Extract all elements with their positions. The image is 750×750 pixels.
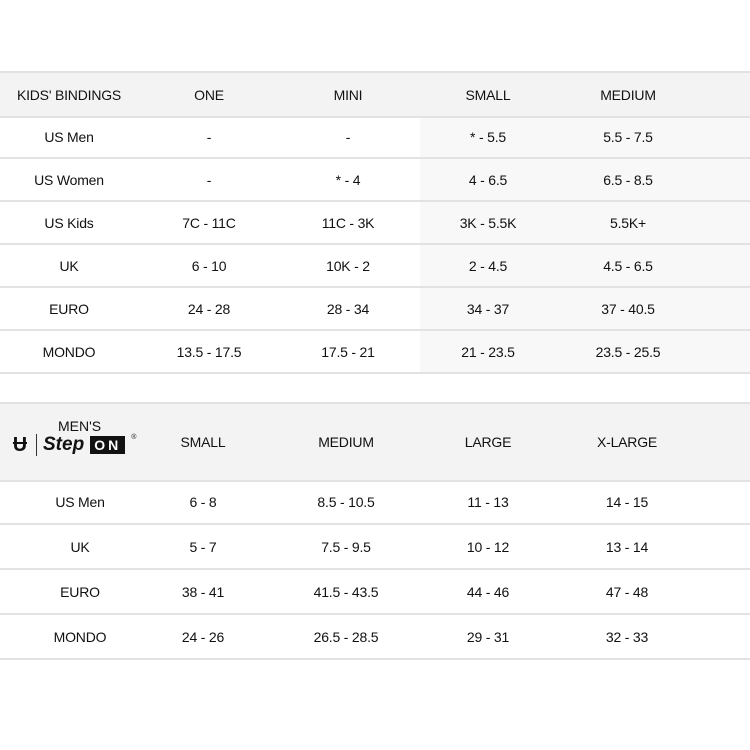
union-logo-icon: Ʉ bbox=[12, 433, 28, 456]
table-cell: - bbox=[206, 171, 212, 188]
logo-on-badge: ON bbox=[90, 436, 126, 454]
row-label: US Men bbox=[55, 493, 105, 510]
table-cell: * - 5.5 bbox=[470, 128, 506, 145]
table-cell: 37 - 40.5 bbox=[601, 300, 655, 317]
table-cell: 4.5 - 6.5 bbox=[603, 257, 653, 274]
table-cell: 32 - 33 bbox=[605, 628, 649, 645]
table-cell: MEDIUM bbox=[600, 86, 656, 103]
row-label: MONDO bbox=[53, 628, 107, 645]
table-cell: 17.5 - 21 bbox=[321, 343, 375, 360]
table-row: UK 5 - 7 7.5 - 9.5 10 - 12 13 - 14 bbox=[0, 525, 750, 570]
table-cell: 8.5 - 10.5 bbox=[317, 493, 375, 510]
table-row: US Men 6 - 8 8.5 - 10.5 11 - 13 14 - 15 bbox=[0, 480, 750, 525]
table-cell: 6 - 10 bbox=[191, 257, 227, 274]
header-row: KIDS' BINDINGS ONE MINI SMALL MEDIUM bbox=[0, 71, 750, 118]
table-cell: MEDIUM bbox=[318, 434, 374, 450]
table-cell: 21 - 23.5 bbox=[461, 343, 515, 360]
logo-step-text: Step bbox=[43, 434, 85, 455]
table-cell: 38 - 41 bbox=[181, 583, 225, 600]
table-cell: - bbox=[345, 128, 351, 145]
table-row: US Men - - * - 5.5 5.5 - 7.5 bbox=[0, 116, 750, 159]
table-cell: 34 - 37 bbox=[466, 300, 510, 317]
table-cell: * - 4 bbox=[335, 171, 361, 188]
table-cell: 10 - 12 bbox=[466, 538, 510, 555]
table-cell: 6 - 8 bbox=[189, 493, 217, 510]
table-cell: SMALL bbox=[465, 86, 511, 103]
table-cell: 28 - 34 bbox=[326, 300, 370, 317]
row-label: US Women bbox=[34, 171, 104, 188]
table-cell: 7C - 11C bbox=[182, 214, 236, 231]
row-label: US Men bbox=[44, 128, 94, 145]
table-cell: 41.5 - 43.5 bbox=[313, 583, 379, 600]
table-cell: LARGE bbox=[464, 434, 512, 450]
table-cell: 14 - 15 bbox=[605, 493, 649, 510]
table-cell: 47 - 48 bbox=[605, 583, 649, 600]
table-cell: 44 - 46 bbox=[466, 583, 510, 600]
table-cell: 5 - 7 bbox=[189, 538, 217, 555]
table-cell: MINI bbox=[333, 86, 363, 103]
row-label: US Kids bbox=[44, 214, 94, 231]
table-row: MONDO 24 - 26 26.5 - 28.5 29 - 31 32 - 33 bbox=[0, 615, 750, 660]
table-cell: 13 - 14 bbox=[605, 538, 649, 555]
table-row: UK 6 - 10 10K - 2 2 - 4.5 4.5 - 6.5 bbox=[0, 245, 750, 288]
table-cell: 11C - 3K bbox=[321, 214, 375, 231]
row-label: EURO bbox=[49, 300, 89, 317]
row-label: UK bbox=[70, 538, 90, 555]
table-cell: 23.5 - 25.5 bbox=[595, 343, 661, 360]
row-label: UK bbox=[59, 257, 79, 274]
row-label: EURO bbox=[60, 583, 100, 600]
table-cell: 7.5 - 9.5 bbox=[321, 538, 371, 555]
table-cell: 11 - 13 bbox=[467, 493, 509, 510]
table-cell: 6.5 - 8.5 bbox=[603, 171, 653, 188]
row-label: KIDS' BINDINGS bbox=[16, 86, 122, 103]
table-row: MONDO 13.5 - 17.5 17.5 - 21 21 - 23.5 23.5 -… bbox=[0, 331, 750, 374]
registered-mark: ® bbox=[131, 434, 137, 441]
table-cell: ONE bbox=[194, 86, 224, 103]
table-cell: SMALL bbox=[180, 434, 226, 450]
table-row: US Kids 7C - 11C 11C - 3K 3K - 5.5K 5.5K+ bbox=[0, 202, 750, 245]
row-label: MONDO bbox=[42, 343, 96, 360]
table-cell: 5.5K+ bbox=[610, 214, 646, 231]
stepon-logo: Ʉ Step ON ® bbox=[10, 434, 136, 456]
table-cell: 10K - 2 bbox=[326, 257, 370, 274]
table-row: EURO 38 - 41 41.5 - 43.5 44 - 46 47 - 48 bbox=[0, 570, 750, 615]
mens-label: MEN'S bbox=[58, 418, 102, 434]
table-cell: 24 - 26 bbox=[181, 628, 225, 645]
table-cell: 4 - 6.5 bbox=[468, 171, 508, 188]
table-cell: 26.5 - 28.5 bbox=[313, 628, 379, 645]
table-cell: 2 - 4.5 bbox=[468, 257, 508, 274]
table-cell: - bbox=[206, 128, 212, 145]
table-cell: 24 - 28 bbox=[187, 300, 231, 317]
table-row: US Women - * - 4 4 - 6.5 6.5 - 8.5 bbox=[0, 159, 750, 202]
logo-divider bbox=[36, 434, 37, 456]
table-cell: X-LARGE bbox=[596, 434, 658, 450]
table-cell: 29 - 31 bbox=[466, 628, 510, 645]
table-row: EURO 24 - 28 28 - 34 34 - 37 37 - 40.5 bbox=[0, 288, 750, 331]
table-cell: 13.5 - 17.5 bbox=[176, 343, 242, 360]
table-cell: 3K - 5.5K bbox=[459, 214, 517, 231]
table-cell: 5.5 - 7.5 bbox=[603, 128, 653, 145]
